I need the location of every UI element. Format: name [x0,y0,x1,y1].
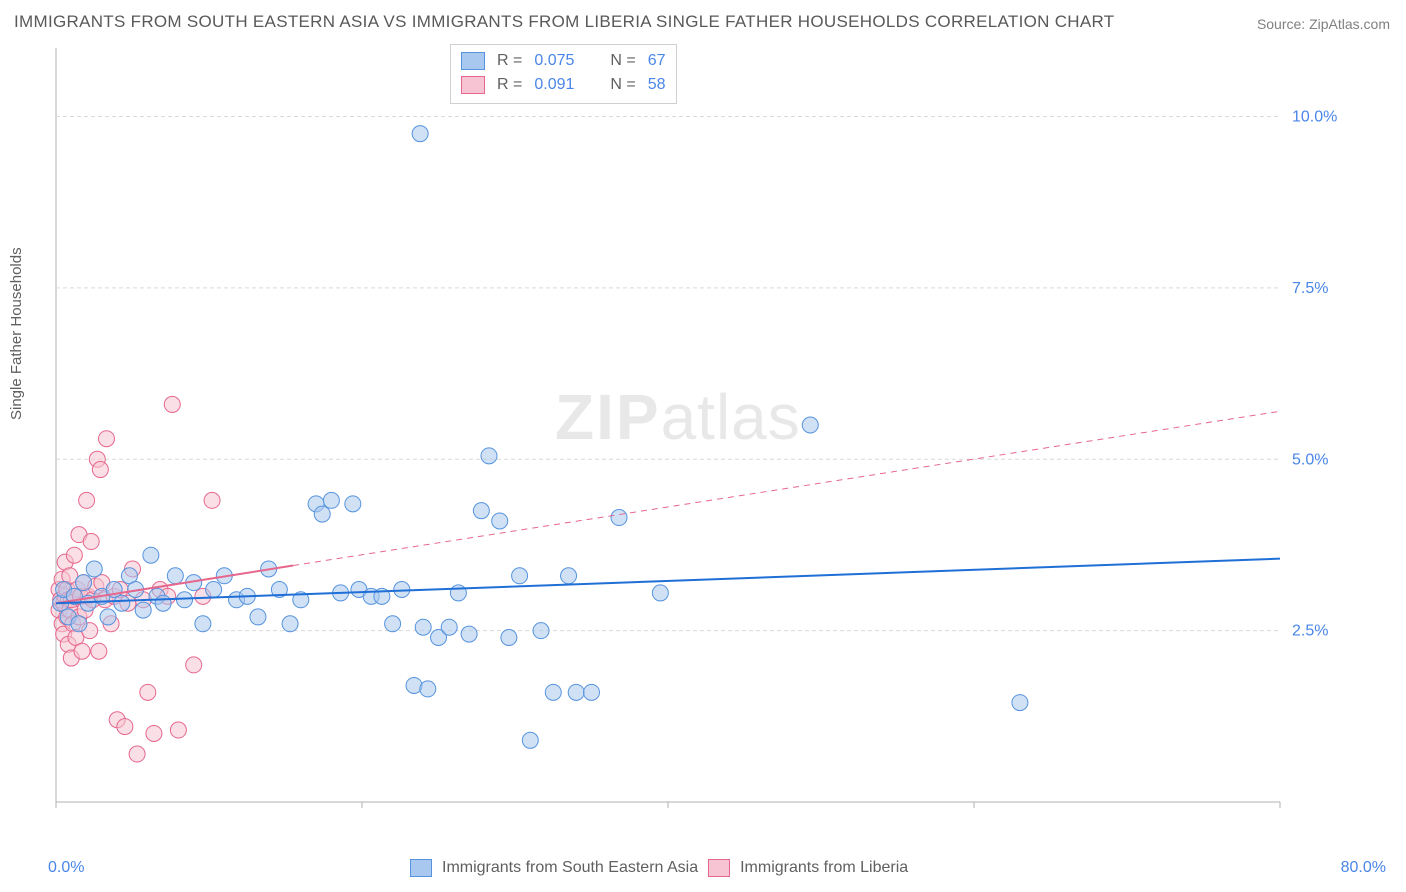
svg-text:7.5%: 7.5% [1292,280,1328,297]
r-value-liberia: 0.091 [534,76,574,94]
chart-title: IMMIGRANTS FROM SOUTH EASTERN ASIA VS IM… [14,12,1114,32]
swatch-seasia [461,52,485,70]
stats-legend: R = 0.075 N = 67 R = 0.091 N = 58 [450,44,677,104]
swatch-icon [410,859,432,877]
source-attribution: Source: ZipAtlas.com [1257,16,1390,32]
n-value-liberia: 58 [648,76,666,94]
stats-row-liberia: R = 0.091 N = 58 [461,73,666,97]
r-value-seasia: 0.075 [534,52,574,70]
plot-area: 2.5% 5.0% 7.5% 10.0% [50,42,1350,832]
r-label: R = [497,76,522,94]
bottom-legend: Immigrants from South Eastern Asia Immig… [410,859,908,877]
n-label: N = [610,52,635,70]
chart-container: IMMIGRANTS FROM SOUTH EASTERN ASIA VS IM… [0,0,1406,892]
x-axis-max-label: 80.0% [1341,859,1386,877]
legend-label-seasia: Immigrants from South Eastern Asia [442,859,698,877]
scatter-chart: 2.5% 5.0% 7.5% 10.0% [50,42,1350,832]
svg-text:2.5%: 2.5% [1292,623,1328,640]
source-value: ZipAtlas.com [1309,16,1390,32]
n-label: N = [610,76,635,94]
y-axis-title: Single Father Households [8,247,25,420]
legend-item-seasia: Immigrants from South Eastern Asia [410,859,698,877]
legend-label-liberia: Immigrants from Liberia [740,859,908,877]
stats-row-seasia: R = 0.075 N = 67 [461,49,666,73]
svg-text:10.0%: 10.0% [1292,109,1337,126]
x-axis-min-label: 0.0% [48,859,84,877]
n-value-seasia: 67 [648,52,666,70]
swatch-icon [708,859,730,877]
swatch-liberia [461,76,485,94]
svg-text:5.0%: 5.0% [1292,451,1328,468]
source-label: Source: [1257,16,1305,32]
legend-item-liberia: Immigrants from Liberia [708,859,908,877]
r-label: R = [497,52,522,70]
